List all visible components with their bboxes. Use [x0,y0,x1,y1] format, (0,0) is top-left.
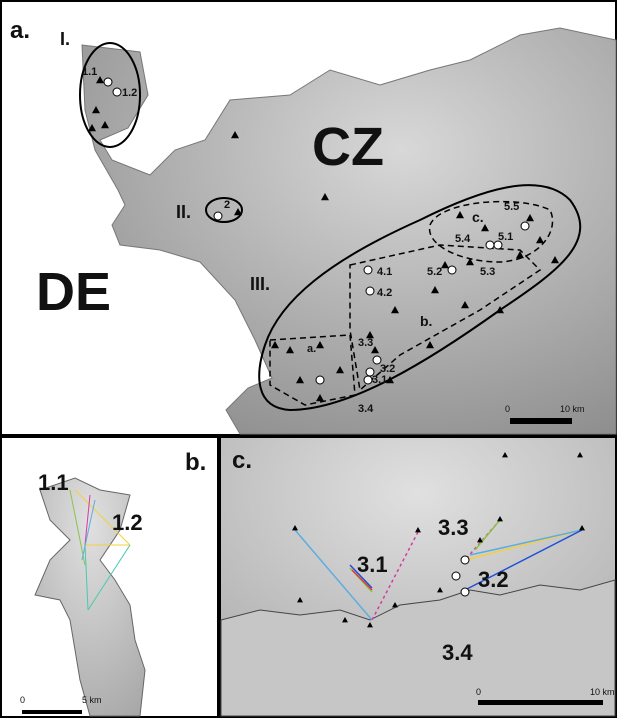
sample-site [214,212,222,220]
site-label: 1.2 [112,510,143,535]
scale-bar [510,418,572,424]
panel-c: c. 3.1 3.2 3.3 3.4 0 10 km [220,437,616,717]
sample-site [364,266,372,274]
site-label: 5.2 [427,266,442,278]
sample-site [113,88,121,96]
site-label: 3.4 [442,640,473,665]
sample-site [521,222,529,230]
site-label: 5.1 [498,231,513,243]
site-label: 3.2 [380,363,395,375]
scale-label: 0 [505,404,510,414]
scale-label: 0 [20,695,25,705]
site-label: 5.5 [504,201,519,213]
site-label: 3.4 [358,403,374,415]
site-label: 3.1 [372,374,387,386]
region-label: DE [36,262,111,322]
panel-label: a. [10,17,30,44]
site-label: 5.4 [455,233,471,245]
panel-label: c. [232,447,252,474]
zone-label: II. [176,202,191,222]
site-label: 1.1 [82,66,97,78]
sample-site [366,287,374,295]
site-label: 4.1 [377,266,392,278]
zone-label: I. [60,29,70,49]
site-label: 3.2 [478,567,509,592]
zone-label: III. [250,274,270,294]
sample-site [364,376,372,384]
sample-site [452,572,460,580]
site-label: 3.1 [357,552,388,577]
panel-b: b. 1.1 1.2 0 5 km [1,437,218,717]
scale-label: 0 [476,687,481,697]
scale-bar [22,710,82,714]
panel-label: b. [185,449,206,476]
subzone-label: a. [307,343,316,355]
sample-site [461,588,469,596]
subzone-label: c. [472,209,484,225]
site-label: 3.3 [358,337,373,349]
region-label: CZ [312,117,384,177]
sample-site [104,78,112,86]
scale-label: 10 km [590,687,615,697]
site-label: 4.2 [377,287,392,299]
site-label: 3.3 [438,515,469,540]
sample-site [486,241,494,249]
sample-site [461,556,469,564]
panel-a: a. CZ DE I. II. III. a. b. c. 1.1 1.2 2 … [1,1,616,435]
figure: a. CZ DE I. II. III. a. b. c. 1.1 1.2 2 … [0,0,617,718]
site-label: 1.1 [38,470,69,495]
subzone-label: b. [420,313,432,329]
site-label: 5.3 [480,266,495,278]
sample-site [448,266,456,274]
scale-bar [478,700,603,705]
site-label: 2 [224,199,230,211]
scale-label: 10 km [560,404,585,414]
sample-site [316,376,324,384]
site-label: 1.2 [122,87,137,99]
scale-label: 5 km [82,695,102,705]
